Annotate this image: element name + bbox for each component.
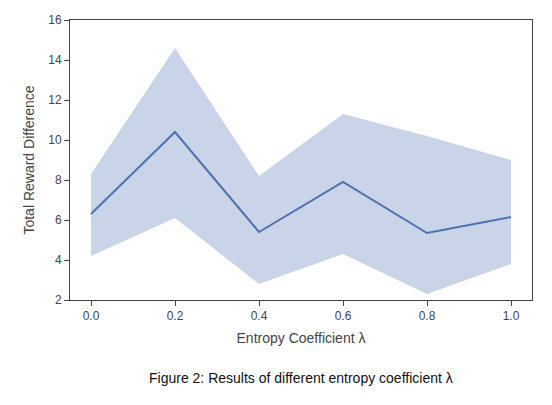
svg-text:Entropy Coefficient λ: Entropy Coefficient λ (237, 330, 366, 346)
svg-text:10: 10 (48, 133, 62, 147)
svg-text:12: 12 (48, 93, 62, 107)
svg-text:0.2: 0.2 (167, 309, 184, 323)
svg-text:6: 6 (55, 213, 62, 227)
svg-text:1.0: 1.0 (503, 309, 520, 323)
svg-text:Figure 2: Results of different: Figure 2: Results of different entropy c… (149, 370, 453, 386)
svg-text:0.6: 0.6 (335, 309, 352, 323)
svg-text:0.8: 0.8 (419, 309, 436, 323)
svg-text:14: 14 (48, 53, 62, 67)
svg-text:4: 4 (55, 253, 62, 267)
svg-text:8: 8 (55, 173, 62, 187)
svg-text:16: 16 (48, 13, 62, 27)
svg-text:0.4: 0.4 (251, 309, 268, 323)
svg-text:Total Reward Difference: Total Reward Difference (21, 85, 37, 234)
svg-text:2: 2 (55, 293, 62, 307)
svg-text:0.0: 0.0 (83, 309, 100, 323)
